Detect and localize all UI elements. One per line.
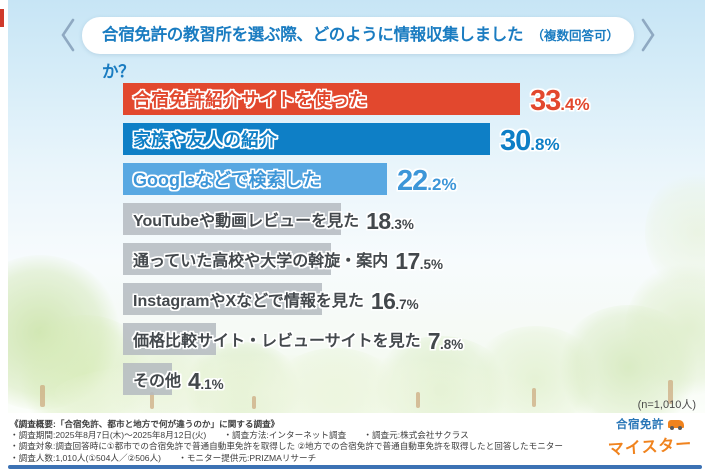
left-margin: [0, 0, 8, 474]
bar-label: その他: [133, 373, 182, 390]
bar-row: InstagramやXなどで情報を見た 16.7%: [123, 283, 709, 315]
bar-row: 家族や友人の紹介 30.8%: [123, 123, 709, 157]
tree-trunk: [416, 392, 420, 408]
bar-row: Googleなどで検索した 22.2%: [123, 163, 709, 197]
logo-text-bottom: マイスター: [607, 436, 693, 459]
bar-label: 合宿免許紹介サイトを使った: [133, 90, 367, 110]
logo-text-top: 合宿免許: [616, 419, 664, 431]
bar-value: 33.4%: [530, 85, 590, 117]
car-icon: [668, 420, 684, 430]
survey-overview-line: 《調査概要:「合宿免許、都市と地方で何が違うのか」に関する調査》: [10, 419, 280, 429]
chart-title-banner: 合宿免許の教習所を選ぶ際、どのように情報収集しましたか？ （複数回答可）: [60, 14, 656, 81]
survey-period-line: ・調査期間:2025年8月7日(木)～2025年8月12日(火) ・調査方法:イ…: [10, 430, 469, 441]
bar-row: 合宿免許紹介サイトを使った 33.4%: [123, 83, 709, 117]
bar: [123, 83, 520, 115]
tree-trunk: [668, 380, 673, 404]
tree-trunk: [252, 396, 256, 409]
bar: [123, 363, 172, 395]
bar-value: 7.8%: [427, 327, 464, 354]
bar-value: 17.5%: [395, 247, 444, 274]
bar-row: YouTubeや動画レビューを見た 18.3%: [123, 203, 709, 235]
bar-row: その他 4.1%: [123, 363, 709, 395]
bar-value: 18.3%: [366, 207, 414, 234]
bar: [123, 243, 331, 275]
bar: [123, 283, 322, 315]
bar-value: 16.7%: [370, 287, 419, 314]
tree-trunk: [150, 392, 154, 409]
tree-trunk: [40, 385, 45, 407]
bar: [123, 163, 387, 195]
survey-target-line: ・調査対象:調査回答時に①都市での合宿免許で普通自動車免許を取得した ②地方での…: [10, 441, 563, 452]
survey-details: 《調査概要:「合宿免許、都市と地方で何が違うのか」に関する調査》 ・調査期間:2…: [10, 419, 610, 464]
chart-title-suffix: （複数回答可）: [531, 28, 620, 43]
left-angle-bracket-icon: [61, 18, 75, 52]
chart-title: 合宿免許の教習所を選ぶ際、どのように情報収集しましたか？: [102, 25, 524, 81]
bar: [123, 203, 341, 235]
tree-trunk: [532, 388, 536, 407]
sample-size-note: (n=1,010人): [637, 399, 696, 411]
bar-label: 通っていた高校や大学の斡旋・案内: [133, 253, 389, 270]
bar-label: YouTubeや動画レビューを見た: [133, 213, 360, 230]
survey-count-line: ・調査人数:1,010人(①504人／②506人) ・モニター提供元:PRIZM…: [10, 452, 317, 463]
bar-value: 22.2%: [397, 165, 457, 197]
bar: [123, 323, 216, 355]
bar-row: 通っていた高校や大学の斡旋・案内 17.5%: [123, 243, 709, 275]
right-angle-bracket-icon: [641, 18, 655, 52]
bar: [123, 123, 490, 155]
bar-value: 30.8%: [500, 125, 560, 157]
bar-label: 価格比較サイト・レビューサイトを見た: [133, 333, 421, 350]
corner-red-mark: [0, 9, 4, 27]
tree-blob: [0, 255, 120, 410]
bar-value: 4.1%: [188, 367, 224, 394]
survey-footer: 《調査概要:「合宿免許、都市と地方で何が違うのか」に関する調査》 ・調査期間:2…: [0, 413, 710, 474]
brand-logo: 合宿免許 マイスター: [600, 416, 700, 459]
title-pill: 合宿免許の教習所を選ぶ際、どのように情報収集しましたか？ （複数回答可）: [82, 16, 634, 81]
bar-row: 価格比較サイト・レビューサイトを見た 7.8%: [123, 323, 709, 355]
bar-label: InstagramやXなどで情報を見た: [133, 293, 364, 310]
bar-label: 家族や友人の紹介: [133, 130, 277, 150]
bar-label: Googleなどで検索した: [133, 170, 321, 190]
right-margin: [705, 0, 710, 474]
bottom-divider: [8, 465, 702, 469]
